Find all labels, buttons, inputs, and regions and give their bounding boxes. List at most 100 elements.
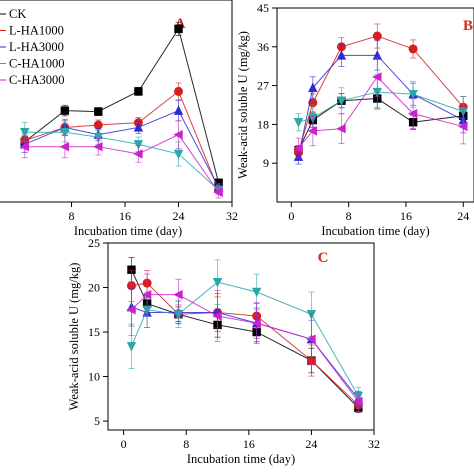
series-c-ha3000 (293, 56, 468, 159)
series-line (24, 131, 219, 191)
data-point (458, 121, 468, 132)
data-point (174, 24, 183, 34)
x-tick-label: 8 (69, 209, 75, 223)
data-point (353, 396, 363, 407)
series-line (298, 76, 464, 149)
x-tick-label: 16 (119, 209, 131, 223)
x-axis-label: Incubation time (day) (74, 224, 182, 238)
data-point (133, 149, 143, 159)
x-tick-label: 24 (173, 209, 185, 223)
data-point (133, 122, 144, 132)
y-axis-label: Weak-acid soluble U (mg/kg) (236, 31, 250, 179)
series-l-ha1000 (126, 269, 363, 412)
series-line (131, 281, 359, 397)
data-point (93, 132, 103, 143)
panel-letter: B (463, 18, 473, 34)
legend-entry: CK (9, 7, 26, 21)
series-line (24, 90, 220, 191)
series-c-ha1000 (293, 74, 468, 132)
data-point (251, 287, 262, 298)
data-point (212, 277, 223, 288)
y-tick-label: 18 (257, 117, 269, 131)
y-tick-label: 36 (257, 40, 269, 54)
data-point (141, 289, 152, 300)
x-tick-label: 8 (346, 209, 352, 223)
data-point (372, 72, 382, 82)
data-point (408, 90, 418, 100)
legend-entry: C-HA1000 (9, 57, 65, 71)
data-point (212, 311, 222, 321)
legend-entry: L-HA3000 (9, 40, 64, 54)
data-point (133, 140, 144, 150)
data-point (19, 141, 29, 152)
series-c-ha1000 (20, 122, 224, 196)
x-tick-label: 0 (121, 437, 127, 451)
data-point (372, 31, 382, 41)
x-tick-label: 8 (183, 437, 189, 451)
x-tick-label: 24 (457, 209, 469, 223)
series-line (298, 54, 464, 157)
series-line (131, 294, 359, 402)
data-point (408, 44, 418, 54)
series-l-ha1000 (293, 23, 468, 159)
series-c-ha3000 (19, 120, 223, 199)
series-line (24, 27, 220, 183)
data-point (213, 187, 223, 198)
y-tick-label: 45 (257, 1, 269, 15)
series-l-ha3000 (126, 287, 364, 407)
data-point (336, 50, 347, 60)
data-point (126, 342, 137, 352)
data-point (307, 126, 318, 136)
panel-letter: C (318, 250, 329, 266)
series-line (298, 35, 464, 153)
data-point (93, 120, 103, 130)
y-tick-label: 10 (88, 370, 100, 384)
series-line (298, 98, 464, 151)
data-point (134, 87, 143, 96)
data-point (126, 305, 136, 315)
series-line (131, 282, 359, 406)
data-point (59, 141, 70, 152)
data-point (293, 143, 303, 153)
x-tick-label: 16 (400, 209, 412, 223)
x-axis-label: Incubation time (day) (321, 224, 429, 238)
data-point (407, 108, 418, 119)
data-point (20, 128, 30, 138)
y-axis-label: Weak-acid soluble U (mg/kg) (67, 263, 81, 411)
data-point (173, 310, 184, 320)
y-tick-label: 20 (88, 281, 100, 295)
panel-letter: A (175, 16, 186, 32)
data-point (173, 149, 184, 160)
y-tick-label: 15 (88, 325, 100, 339)
data-point (306, 334, 316, 344)
panel-a: 8 16 24 32 Incubation time (day) A (0, 0, 238, 238)
x-tick-label: 0 (288, 209, 294, 223)
data-point (60, 128, 70, 138)
data-point (173, 105, 184, 115)
data-point (251, 318, 261, 328)
legend-entry: C-HA3000 (9, 73, 65, 87)
data-point (127, 265, 136, 274)
series-l-ha3000 (20, 99, 224, 193)
plot-frame (276, 7, 474, 203)
plot-frame (107, 242, 375, 431)
data-point (336, 124, 346, 134)
data-point (94, 107, 103, 116)
data-point (308, 82, 318, 92)
series-line (24, 134, 220, 193)
x-tick-label: 32 (368, 437, 380, 451)
series-ck (294, 88, 468, 156)
data-point (173, 289, 183, 300)
series-c-ha3000 (126, 273, 363, 413)
x-tick-label: 24 (305, 437, 317, 451)
legend-entry: L-HA1000 (9, 24, 64, 38)
x-axis-label: Incubation time (day) (187, 452, 295, 466)
y-tick-label: 9 (263, 156, 269, 170)
series-line (24, 109, 220, 188)
series-line (298, 91, 464, 123)
y-tick-label: 25 (88, 236, 100, 250)
x-tick-label: 32 (226, 209, 238, 223)
panel-c: 0 8 16 24 32 5 10 15 20 25 Incubation time (day) We… (67, 236, 380, 466)
x-tick-label: 16 (243, 437, 255, 451)
